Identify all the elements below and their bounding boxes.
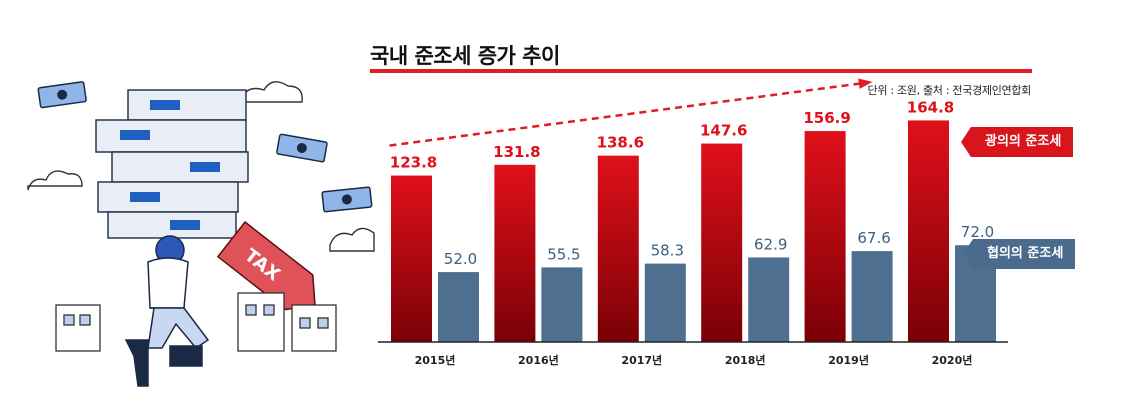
trend-arrowhead <box>858 78 873 89</box>
bar-narrow-0 <box>438 272 479 342</box>
value-label-narrow-5: 72.0 <box>961 223 994 241</box>
trend-arrow <box>389 78 873 147</box>
money-stack-icon <box>95 89 249 239</box>
bar-narrow-3 <box>748 257 790 342</box>
cloud-icon <box>27 81 375 252</box>
person-icon <box>124 235 210 387</box>
value-label-narrow-1: 55.5 <box>547 245 580 263</box>
bar-broad-4 <box>804 131 846 342</box>
tax-tag-icon: TAX <box>216 220 316 311</box>
value-label-broad-5: 164.8 <box>907 98 954 116</box>
value-label-broad-0: 123.8 <box>390 154 437 172</box>
bar-broad-2 <box>597 155 639 342</box>
bar-broad-1 <box>494 164 536 342</box>
value-label-broad-2: 138.6 <box>597 134 644 152</box>
bar-narrow-1 <box>541 267 583 342</box>
trend-line <box>389 81 869 147</box>
x-tick-label-3: 2018년 <box>725 353 766 367</box>
value-label-broad-3: 147.6 <box>700 122 747 140</box>
bar-narrow-4 <box>851 251 893 342</box>
bar-narrow-2 <box>644 263 686 342</box>
legend-broad-quasi-tax: 광의의 준조세 <box>961 127 1074 157</box>
x-tick-label-5: 2020년 <box>932 353 973 367</box>
chart-title: 국내 준조세 증가 추이 <box>370 44 560 68</box>
bar-broad-0 <box>391 175 432 342</box>
value-label-narrow-2: 58.3 <box>651 242 684 260</box>
legend-narrow-quasi-tax: 협의의 준조세 <box>963 239 1076 269</box>
value-label-narrow-4: 67.6 <box>857 229 890 247</box>
taxpayer-illustration: TAX <box>27 81 375 387</box>
x-tick-label-4: 2019년 <box>828 353 869 367</box>
money-bill-icon <box>37 81 373 213</box>
value-label-broad-1: 131.8 <box>493 143 540 161</box>
title-underline <box>370 69 1032 73</box>
building-icon <box>55 292 337 352</box>
unit-source-note: 단위 : 조원, 출처 : 전국경제인연합회 <box>867 84 1032 97</box>
x-tick-label-2: 2017년 <box>621 353 662 367</box>
x-tick-label-1: 2016년 <box>518 353 559 367</box>
value-label-broad-4: 156.9 <box>803 109 850 127</box>
value-label-narrow-3: 62.9 <box>754 235 787 253</box>
bar-broad-5 <box>908 120 949 343</box>
x-tick-label-0: 2015년 <box>415 353 456 367</box>
value-label-narrow-0: 52.0 <box>444 250 477 268</box>
bar-broad-3 <box>701 143 743 342</box>
